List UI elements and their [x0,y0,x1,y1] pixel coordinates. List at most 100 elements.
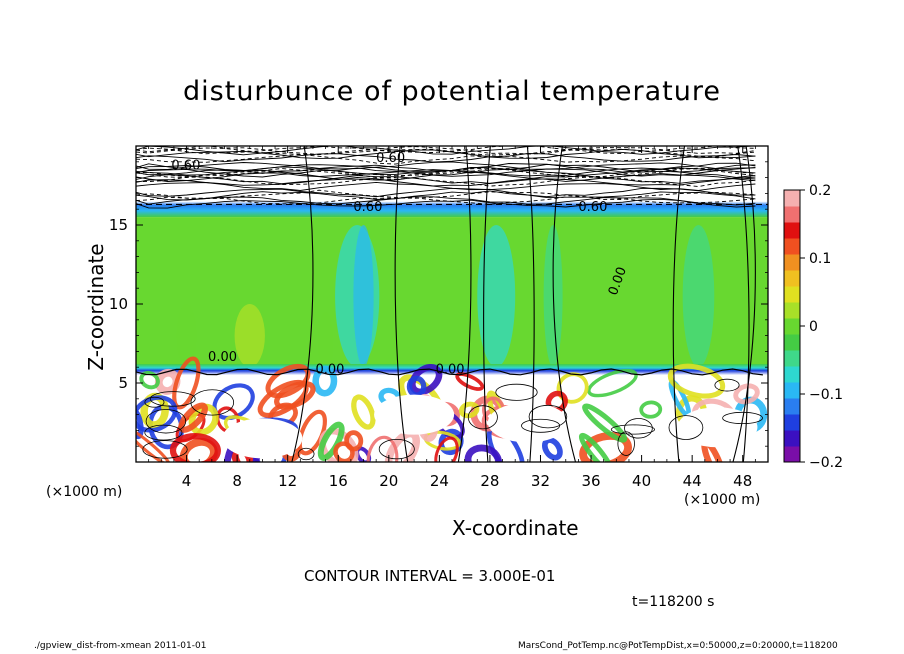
convective-cell [265,363,311,399]
contour-line [136,167,756,179]
contour-line [617,431,635,456]
contour-line [144,424,183,441]
contour-line [136,167,756,179]
time-stamp: t=118200 s [632,594,715,610]
contour-line [136,154,756,165]
colorbar-segment [784,414,800,431]
contour-interval-text: CONTOUR INTERVAL = 3.000E-01 [304,567,556,585]
contour-label: 0.00 [208,350,237,365]
y-axis-unit-label: (×1000 m) [46,484,123,500]
x-tick-label: 28 [480,472,499,490]
contour-line [136,146,756,156]
x-axis-label: X-coordinate [452,516,579,540]
contour-line [378,438,415,460]
colorbar-segment [784,222,800,239]
contour-line [136,196,756,205]
colorbar-tick-label: 0 [809,319,818,335]
warm-patch [234,304,265,368]
x-tick-label: 32 [531,472,550,490]
convective-cell [312,365,338,397]
x-tick-label: 4 [182,472,192,490]
colorbar-tick-label: −0.2 [809,455,843,471]
colorbar-segment [784,446,800,463]
cool-column [682,225,715,368]
convective-cell [172,356,201,410]
colorbar-segment [784,318,800,335]
colorbar-segment [784,334,800,351]
contour-line [136,148,756,159]
convective-cell [169,433,221,462]
contour-line [467,405,498,430]
contour-line [136,190,756,201]
contour-line [136,146,756,156]
contour-label: 0.60 [376,151,405,166]
contour-line [136,153,756,163]
x-tick-label: 20 [379,472,398,490]
contour-line [714,378,740,392]
neutral-cell [677,407,758,448]
neutral-cell [487,402,568,443]
colorbar-tick-label: −0.1 [809,387,843,403]
cool-column [477,225,516,368]
convective-cell [733,383,760,405]
colorbar-segment [784,286,800,303]
contour-line [136,181,756,191]
contour-line [136,171,756,182]
convective-cell [344,430,364,452]
contour-line [668,415,704,440]
contour-line [624,418,653,439]
warm-patch [318,311,334,376]
contour-line [136,166,756,176]
convective-cell [434,436,459,462]
contour-line [136,368,763,376]
colorbar-segment [784,254,800,271]
contour-line [394,146,472,462]
convective-cell [579,431,632,462]
y-tick-label: 5 [118,374,128,392]
contour-label: 0.60 [171,159,200,174]
y-tick-label: 15 [109,216,128,234]
convective-cell [409,363,443,396]
colorbar-segment [784,350,800,367]
x-tick-label: 24 [430,472,449,490]
contour-line [521,418,561,433]
contour-label: 0.00 [436,363,465,378]
contour-line [495,383,538,401]
contour-line [297,447,315,461]
x-axis-unit-label: (×1000 m) [684,492,761,508]
contour-line [483,146,535,462]
colorbar-segment [784,382,800,399]
cool-column [353,225,374,368]
contour-line [136,176,756,187]
contour-line [136,189,756,201]
contour-line [136,176,756,187]
x-tick-label: 44 [683,472,702,490]
convective-cell [333,441,355,462]
convective-cell [136,407,144,440]
convective-cell [274,380,316,410]
convective-cell [667,363,726,399]
y-tick-label: 10 [109,295,128,313]
x-tick-label: 8 [232,472,242,490]
contour-line [291,146,314,462]
region-tropopause [136,201,768,218]
footer-right: MarsCond_PotTemp.nc@PotTempDist,x=0:5000… [518,641,838,651]
colorbar-segment [784,270,800,287]
contour-line [722,411,763,425]
colorbar-segment [784,366,800,383]
contour-line [672,146,750,462]
contour-line [190,389,235,416]
contour-line [136,146,756,155]
colorbar-segment [784,430,800,447]
contour-line [149,391,196,407]
convective-cell [178,402,209,433]
footer-left: ./gpview_dist-from-xmean 2011-01-01 [34,641,207,651]
colorbar-tick-label: 0.2 [809,183,831,199]
x-tick-label: 36 [581,472,600,490]
contour-line [145,409,187,434]
colorbar-segment [784,238,800,255]
region-inversion [136,364,768,376]
contour-label: 0.60 [578,200,607,215]
contour-line [136,198,756,209]
